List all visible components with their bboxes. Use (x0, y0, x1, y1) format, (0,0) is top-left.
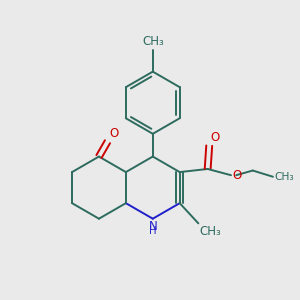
Text: O: O (109, 127, 119, 140)
Text: O: O (232, 169, 242, 182)
Text: CH₃: CH₃ (142, 35, 164, 48)
Text: N: N (148, 220, 157, 233)
Text: CH₃: CH₃ (199, 225, 221, 238)
Text: H: H (149, 226, 157, 236)
Text: O: O (210, 131, 219, 144)
Text: CH₃: CH₃ (274, 172, 293, 182)
